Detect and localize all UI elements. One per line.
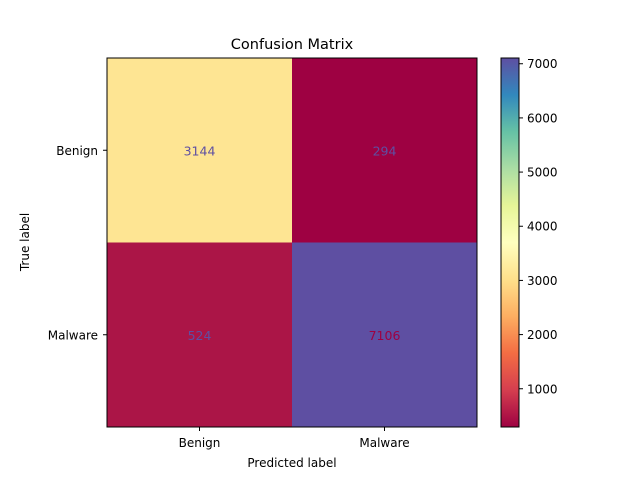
colorbar-tick-label: 6000 <box>527 111 558 125</box>
colorbar-tick-label: 1000 <box>527 382 558 396</box>
colorbar-tick-label: 5000 <box>527 166 558 180</box>
cell-value-label: 294 <box>373 143 397 158</box>
matrix-cell <box>292 242 478 428</box>
x-axis-label: Predicted label <box>247 456 336 470</box>
cell-value-label: 524 <box>188 328 212 343</box>
cell-value-label: 7106 <box>369 328 401 343</box>
plot-frame <box>106 57 478 428</box>
matrix-cell <box>292 58 478 243</box>
colorbar-tick-label: 7000 <box>527 57 558 71</box>
y-tick-label: Benign <box>56 144 98 158</box>
x-tick-label: Malware <box>359 436 409 450</box>
colorbar-tick-label: 3000 <box>527 274 558 288</box>
colorbar-tick-label: 2000 <box>527 328 558 342</box>
x-tick-label: Benign <box>179 436 221 450</box>
chart-title: Confusion Matrix <box>231 37 354 53</box>
axis-ticks: Benign Malware Benign Malware <box>48 144 410 450</box>
colorbar-tick-label: 4000 <box>527 220 558 234</box>
matrix-cells: 3144 294 524 7106 <box>107 58 478 428</box>
colorbar-ticks: 1000 2000 3000 4000 5000 6000 7000 <box>519 57 558 396</box>
colorbar <box>500 57 520 428</box>
matrix-cell <box>107 242 293 428</box>
matrix-cell <box>107 58 293 243</box>
y-tick-label: Malware <box>48 328 98 342</box>
y-axis-label: True label <box>18 213 32 272</box>
cell-value-label: 3144 <box>184 143 216 158</box>
